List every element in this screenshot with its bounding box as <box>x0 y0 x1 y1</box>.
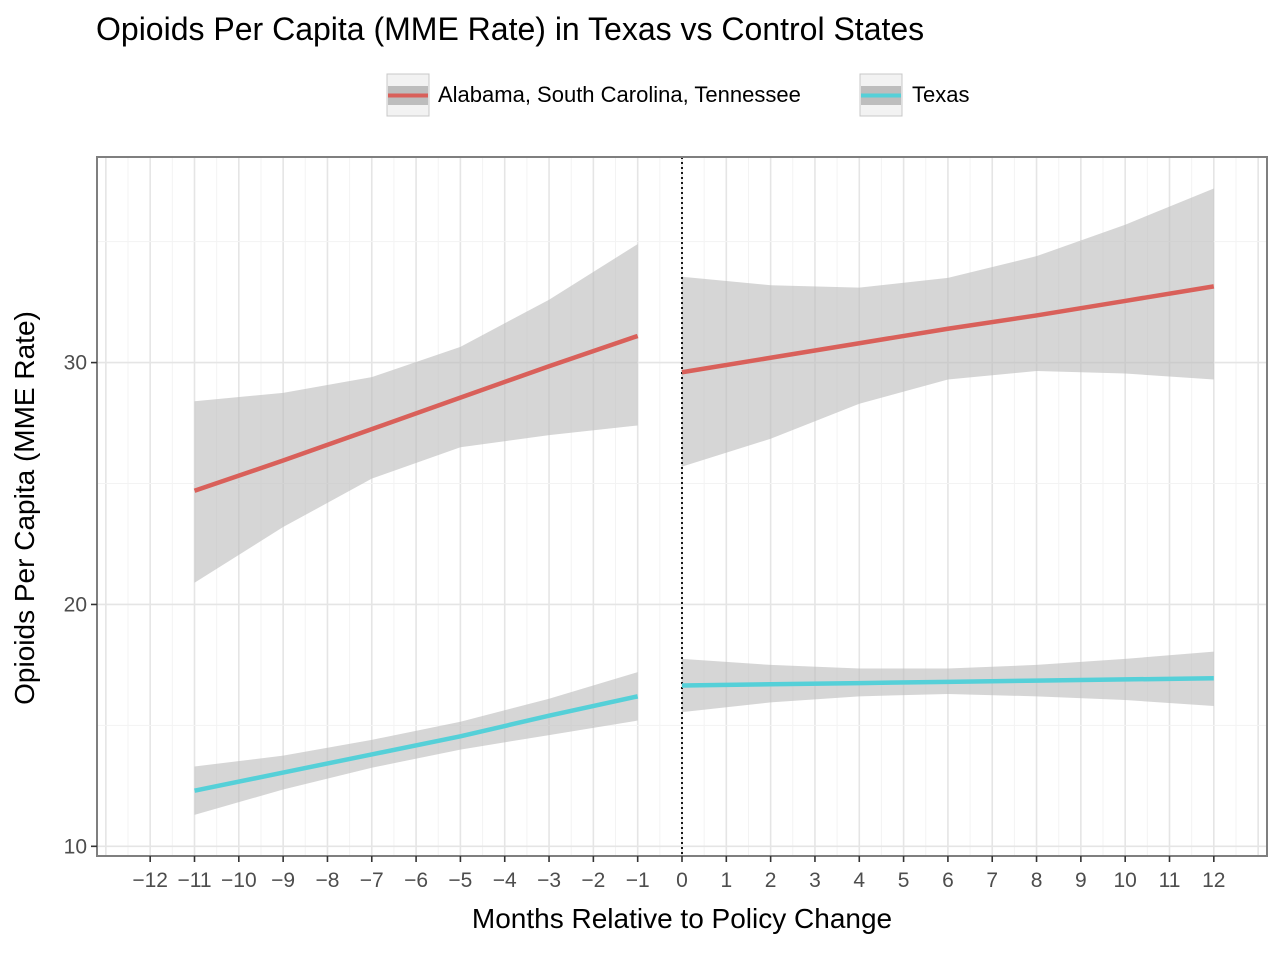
x-tick-label: 6 <box>942 869 954 892</box>
x-tick-label: −5 <box>448 869 472 892</box>
y-tick-label: 20 <box>64 593 87 616</box>
x-tick-label: 10 <box>1114 869 1137 892</box>
series-lines <box>193 284 1215 793</box>
x-tick-label: 4 <box>853 869 865 892</box>
line-series-0-segment-0 <box>193 333 639 493</box>
y-axis: 10 20 30 <box>64 352 97 858</box>
x-tick-label: 0 <box>676 869 688 892</box>
x-tick-label: 1 <box>720 869 732 892</box>
y-tick-label: 30 <box>64 352 87 375</box>
x-tick-label: −1 <box>626 869 650 892</box>
legend-item-control-states: Alabama, South Carolina, Tennessee <box>386 73 801 117</box>
x-tick-label: −7 <box>360 869 384 892</box>
x-tick-label: 5 <box>898 869 910 892</box>
x-tick-label: −11 <box>177 869 211 892</box>
x-tick-label: −9 <box>271 869 295 892</box>
line-series-0-segment-1 <box>681 284 1215 375</box>
x-tick-label: 9 <box>1075 869 1087 892</box>
chart-title: Opioids Per Capita (MME Rate) in Texas v… <box>96 11 924 47</box>
x-tick-label: −12 <box>132 869 168 892</box>
x-tick-label: −2 <box>581 869 605 892</box>
x-tick-label: −10 <box>221 869 257 892</box>
legend-label-texas: Texas <box>912 82 969 107</box>
legend: Alabama, South Carolina, Tennessee Texas <box>386 73 969 117</box>
x-tick-label: 7 <box>986 869 998 892</box>
x-tick-label: 8 <box>1031 869 1043 892</box>
x-tick-label: −4 <box>493 869 517 892</box>
y-tick-label: 10 <box>64 835 87 858</box>
plot-area <box>96 156 1268 857</box>
legend-label-control-states: Alabama, South Carolina, Tennessee <box>438 82 801 107</box>
x-tick-label: 2 <box>765 869 777 892</box>
x-tick-label: 11 <box>1159 869 1181 892</box>
x-tick-label: 3 <box>809 869 821 892</box>
x-tick-label: −3 <box>537 869 561 892</box>
x-axis: −12 −11 −10 −9 −8 −7 −6 −5 −4 −3 −2 −1 0 1 2 3 4 5 6 7 8 9 10 1… <box>132 856 1225 892</box>
legend-item-texas: Texas <box>859 73 969 117</box>
x-tick-label: 12 <box>1202 869 1225 892</box>
y-axis-label: Opioids Per Capita (MME Rate) <box>9 311 40 705</box>
line-series-1-segment-0 <box>194 694 639 793</box>
x-axis-label: Months Relative to Policy Change <box>472 903 892 934</box>
x-tick-label: −6 <box>404 869 428 892</box>
x-tick-label: −8 <box>315 869 339 892</box>
line-series-1-segment-1 <box>681 675 1214 688</box>
